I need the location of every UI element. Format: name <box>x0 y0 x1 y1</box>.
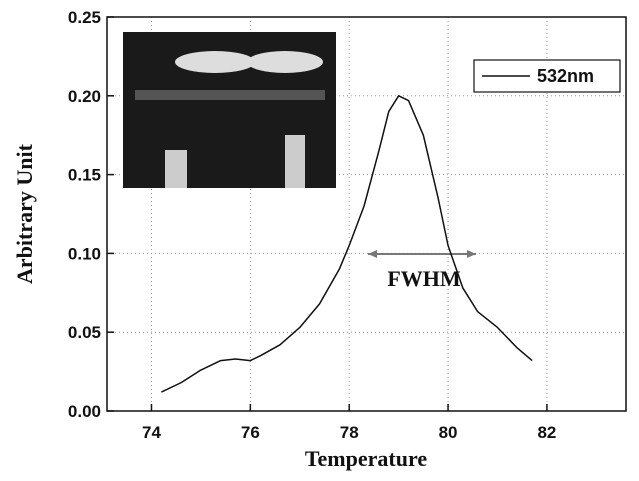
x-tick-label: 80 <box>439 423 458 442</box>
y-tick-label: 0.10 <box>68 244 101 263</box>
y-axis-title: Arbitrary Unit <box>12 143 37 284</box>
x-tick-label: 76 <box>241 423 260 442</box>
legend-label: 532nm <box>537 66 594 86</box>
y-tick-label: 0.05 <box>68 323 101 342</box>
y-tick-label: 0.00 <box>68 402 101 421</box>
plot-frame <box>106 16 627 412</box>
y-tick-label: 0.20 <box>68 87 101 106</box>
inset-photo-detail <box>175 51 255 73</box>
data-line <box>161 95 533 393</box>
y-tick-label: 0.25 <box>68 8 101 27</box>
y-tick-label: 0.15 <box>68 166 101 185</box>
inset-photo-detail <box>247 51 323 73</box>
inset-photo-detail <box>165 150 187 188</box>
x-tick-label: 74 <box>142 423 161 442</box>
annotation: FWHM <box>387 266 461 291</box>
x-tick-label: 78 <box>340 423 359 442</box>
inset-photo-detail <box>285 135 305 188</box>
x-axis-title: Temperature <box>305 446 427 471</box>
x-tick-label: 82 <box>537 423 556 442</box>
inset-photo-detail <box>135 90 325 100</box>
